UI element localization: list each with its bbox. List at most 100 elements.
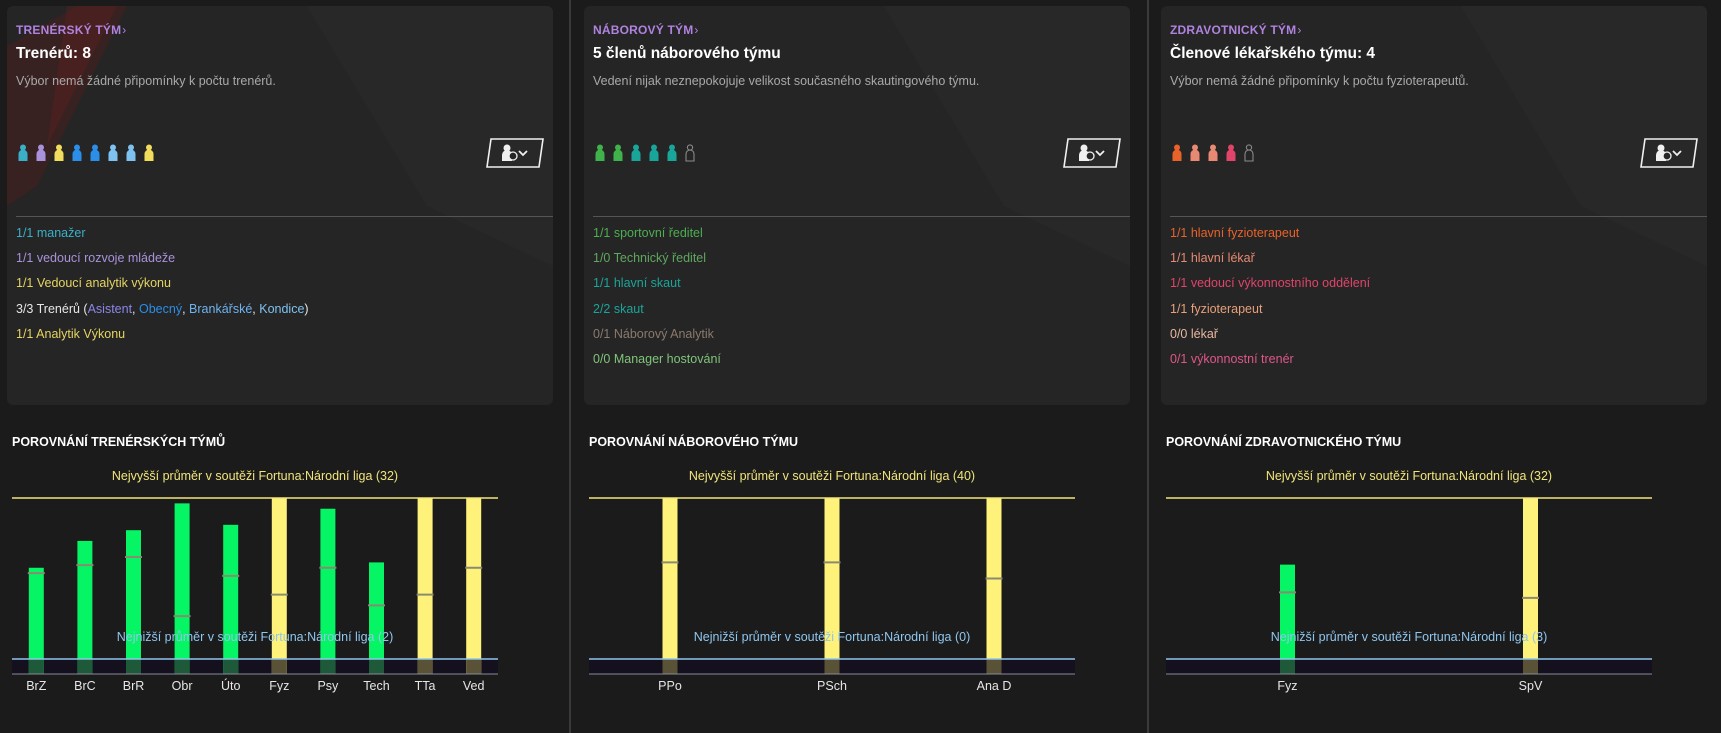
chart-bar[interactable] xyxy=(824,498,840,674)
chart-bar-floor xyxy=(174,659,190,674)
chart-bar[interactable] xyxy=(77,540,93,674)
category-label: BrC xyxy=(74,679,96,693)
staff-member-icon xyxy=(126,144,136,161)
staff-icons xyxy=(16,144,156,162)
staff-dropdown-button[interactable] xyxy=(485,138,545,168)
role-row: 1/1 manažer xyxy=(16,225,309,250)
role-row: 0/1 výkonnostní trenér xyxy=(1170,351,1370,376)
category-label: Fyz xyxy=(269,679,289,693)
role-label: 1/1 hlavní fyzioterapeut xyxy=(1170,226,1300,240)
chart-bar-floor xyxy=(417,659,433,674)
divider xyxy=(16,216,553,217)
role-part: , xyxy=(132,301,139,316)
chart-bar[interactable] xyxy=(662,498,678,674)
role-list: 1/1 hlavní fyzioterapeut 1/1 hlavní lékař… xyxy=(1170,225,1370,376)
chart-bar[interactable] xyxy=(369,562,384,674)
role-row: 1/1 fyzioterapeut xyxy=(1170,301,1370,326)
staff-icons xyxy=(1170,144,1256,162)
chart-bar[interactable] xyxy=(1523,498,1538,674)
chart-bar[interactable] xyxy=(28,567,44,674)
bar-chart: Fyz SpV Nejvyšší průměr v soutěži Fortuna:… xyxy=(1166,469,1652,693)
role-part: , xyxy=(252,301,260,316)
role-label: 1/1 hlavní lékař xyxy=(1170,251,1255,266)
staff-member-icon xyxy=(18,144,28,161)
chevron-right-icon: › xyxy=(1297,23,1302,37)
chart-bar-floor xyxy=(223,659,239,674)
staff-member-icon xyxy=(613,144,623,161)
person-add-icon xyxy=(1640,138,1698,168)
category-label: Obr xyxy=(172,679,193,693)
role-row: 1/1 sportovní ředitel xyxy=(593,225,721,250)
staff-icons xyxy=(593,144,697,162)
chart-bar-floor xyxy=(126,659,141,674)
coaching-card: TRENÉRSKÝ TÝM› Trenérů: 8 Výbor nemá žád… xyxy=(7,6,553,405)
staff-dropdown-button[interactable] xyxy=(1639,138,1699,168)
recruitment-team-link[interactable]: NÁBOROVÝ TÝM› xyxy=(593,23,699,37)
recruitment-card: NÁBOROVÝ TÝM› 5 členů náborového týmu Ve… xyxy=(584,6,1130,405)
comparison-chart: BrZ BrC BrR Obr Úto Fyz Psy Tech TTa Ved Nejvyšší … xyxy=(12,460,562,720)
person-add-icon xyxy=(486,138,544,168)
medical-team-link-label: ZDRAVOTNICKÝ TÝM xyxy=(1170,23,1297,37)
bar-chart: BrZ BrC BrR Obr Úto Fyz Psy Tech TTa Ved Nejvyšší … xyxy=(12,469,498,693)
role-part: Asistent xyxy=(87,301,133,316)
section-title: POROVNÁNÍ NÁBOROVÉHO TÝMU xyxy=(589,435,799,449)
staff-member-icon xyxy=(144,144,154,161)
role-list: 1/1 sportovní ředitel 1/0 Technický ředit… xyxy=(593,225,721,376)
role-label: 1/1 Vedoucí analytik výkonu xyxy=(16,276,171,291)
category-label: SpV xyxy=(1519,679,1543,693)
staff-member-icon xyxy=(108,144,118,161)
role-label: 1/0 Technický ředitel xyxy=(593,251,707,266)
staff-member-icon xyxy=(685,144,695,162)
role-row: 1/1 Vedoucí analytik výkonu xyxy=(16,275,309,300)
divider xyxy=(1170,216,1707,217)
role-label: 0/1 Náborový Analytik xyxy=(593,326,714,341)
panel-title: Trenérů: 8 xyxy=(16,45,91,62)
medical-card: ZDRAVOTNICKÝ TÝM› Členové lékařského tým… xyxy=(1161,6,1707,405)
category-label: BrZ xyxy=(26,679,47,693)
chart-bar-floor xyxy=(1280,659,1295,674)
chart-bar[interactable] xyxy=(320,508,336,674)
chart-bar[interactable] xyxy=(271,498,287,674)
comparison-chart: PPo PSch Ana D Nejvyšší průměr v soutěži Fo… xyxy=(589,460,1139,720)
role-label: 3/3 Trenérů ( xyxy=(16,301,88,316)
staff-dropdown-button[interactable] xyxy=(1062,138,1122,168)
chart-bar[interactable] xyxy=(126,530,141,674)
chart-bar-floor xyxy=(271,659,287,674)
role-label: 1/1 manažer xyxy=(16,226,86,240)
category-label: BrR xyxy=(123,679,145,693)
role-row: 1/1 hlavní skaut xyxy=(593,275,721,300)
role-row: 0/0 lékař xyxy=(1170,326,1370,351)
chart-bar[interactable] xyxy=(417,498,433,674)
coaching-team-link[interactable]: TRENÉRSKÝ TÝM› xyxy=(16,23,126,37)
max-average-label: Nejvyšší průměr v soutěži Fortuna:Národn… xyxy=(112,469,398,483)
chart-bar[interactable] xyxy=(223,524,239,674)
category-label: Psy xyxy=(317,679,339,693)
chart-bar-floor xyxy=(28,659,44,674)
chart-bar[interactable] xyxy=(986,498,1002,674)
medical-team-link[interactable]: ZDRAVOTNICKÝ TÝM› xyxy=(1170,23,1302,37)
category-label: Fyz xyxy=(1277,679,1297,693)
section-title: POROVNÁNÍ ZDRAVOTNICKÉHO TÝMU xyxy=(1166,435,1402,449)
role-label: 1/1 vedoucí rozvoje mládeže xyxy=(16,251,176,266)
panel-description: Výbor nemá žádné připomínky k počtu fyzi… xyxy=(1170,74,1469,88)
role-label: 1/1 vedoucí výkonnostního oddělení xyxy=(1170,276,1371,291)
category-label: PPo xyxy=(658,679,682,693)
role-label: 2/2 skaut xyxy=(593,301,644,316)
chart-bar[interactable] xyxy=(174,503,190,674)
role-label: 1/1 hlavní skaut xyxy=(593,276,681,291)
staff-member-icon xyxy=(1190,144,1200,161)
role-label: 1/1 Analytik Výkonu xyxy=(16,326,126,341)
comparison-chart: Fyz SpV Nejvyšší průměr v soutěži Fortuna:… xyxy=(1166,460,1716,720)
role-label: 1/1 sportovní ředitel xyxy=(593,226,703,240)
staff-member-icon xyxy=(1226,144,1236,161)
column-divider xyxy=(569,0,571,733)
role-row: 2/2 skaut xyxy=(593,301,721,326)
staff-member-icon xyxy=(1208,144,1218,161)
staff-member-icon xyxy=(667,144,677,161)
chart-bar[interactable] xyxy=(466,498,482,674)
category-label: TTa xyxy=(415,679,436,693)
chart-bar[interactable] xyxy=(1280,564,1295,674)
chart-bar-floor xyxy=(824,659,840,674)
panel-title: 5 členů náborového týmu xyxy=(593,45,781,62)
role-list: 1/1 manažer 1/1 vedoucí rozvoje mládeže 1/… xyxy=(16,225,309,351)
